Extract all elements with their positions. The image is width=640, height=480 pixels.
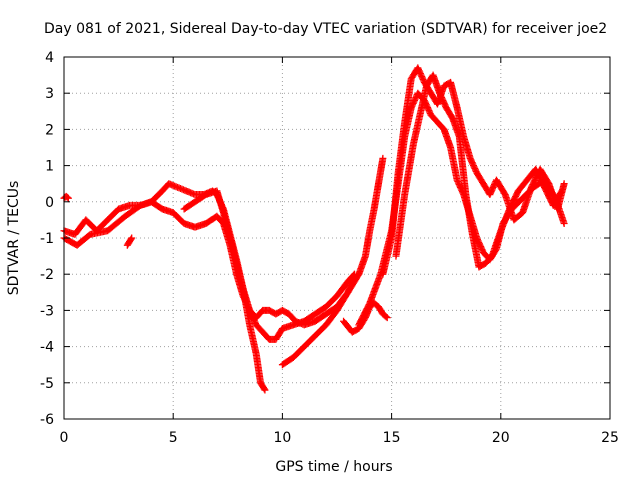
grid-lines [64,57,610,419]
data-point [64,194,72,202]
y-tick-label: 1 [45,159,54,175]
y-tick-label: 0 [45,195,54,211]
series-arc-8 [392,71,566,271]
x-tick-label: 20 [492,430,510,446]
data-point [128,234,136,242]
x-tick-label: 10 [273,430,291,446]
data-point [127,235,135,243]
data-point [557,188,565,196]
y-tick-label: -4 [40,340,54,356]
y-tick-label: 3 [45,86,54,102]
data-point [260,385,268,393]
data-point [63,193,71,201]
x-tick-label: 5 [169,430,178,446]
x-tick-label: 15 [383,430,401,446]
data-point [382,313,390,321]
series-arc-9 [60,192,72,202]
data-points [60,64,568,394]
data-point [379,154,387,162]
y-axis-label: SDTVAR / TECUs [6,181,22,296]
axis-ticks: 0 5 10 15 20 25 -6 -5 -4 -3 -2 -1 0 1 2 3 4 [40,50,619,446]
y-tick-label: 4 [45,50,54,66]
y-tick-label: -6 [40,412,54,428]
data-point [261,386,269,394]
x-tick-label: 25 [601,430,619,446]
chart-title: Day 081 of 2021, Sidereal Day-to-day VTE… [44,21,607,37]
series-arc-10 [123,234,136,249]
y-tick-label: -2 [40,267,54,283]
series-arc-3 [180,187,358,343]
x-axis-label: GPS time / hours [275,459,392,475]
y-tick-label: 2 [45,122,54,138]
data-point [383,314,391,322]
series-arc-1 [60,198,358,329]
y-tick-label: -5 [40,376,54,392]
data-point [560,180,568,188]
data-point [558,187,566,195]
series-arc-4 [278,154,387,369]
data-point [560,220,568,228]
x-tick-label: 0 [60,430,69,446]
y-tick-label: -1 [40,231,54,247]
y-tick-label: -3 [40,303,54,319]
